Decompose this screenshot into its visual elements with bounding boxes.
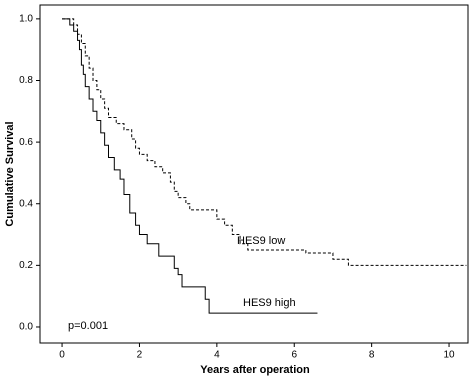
y-tick-label: 0.8 <box>19 75 33 86</box>
series-label: HES9 high <box>243 297 296 309</box>
plot-frame <box>39 4 469 344</box>
x-tick-label: 4 <box>214 350 220 361</box>
y-tick-label: 1.0 <box>19 14 33 25</box>
survival-curve <box>62 18 467 266</box>
x-tick-label: 8 <box>369 350 375 361</box>
series-label: HES9 low <box>237 235 285 247</box>
y-tick-label: 0.4 <box>19 198 33 209</box>
x-axis-title: Years after operation <box>200 364 310 376</box>
y-axis-title: Cumulative Survival <box>4 121 16 226</box>
x-tick-label: 2 <box>137 350 143 361</box>
y-tick-label: 0.2 <box>19 260 33 271</box>
x-tick-label: 0 <box>59 350 65 361</box>
x-tick-label: 10 <box>443 350 455 361</box>
y-tick-label: 0.6 <box>19 137 33 148</box>
survival-curve <box>62 18 318 314</box>
y-tick-label: 0.0 <box>19 322 33 333</box>
x-tick-label: 6 <box>291 350 297 361</box>
annotation: p=0.001 <box>68 320 108 332</box>
